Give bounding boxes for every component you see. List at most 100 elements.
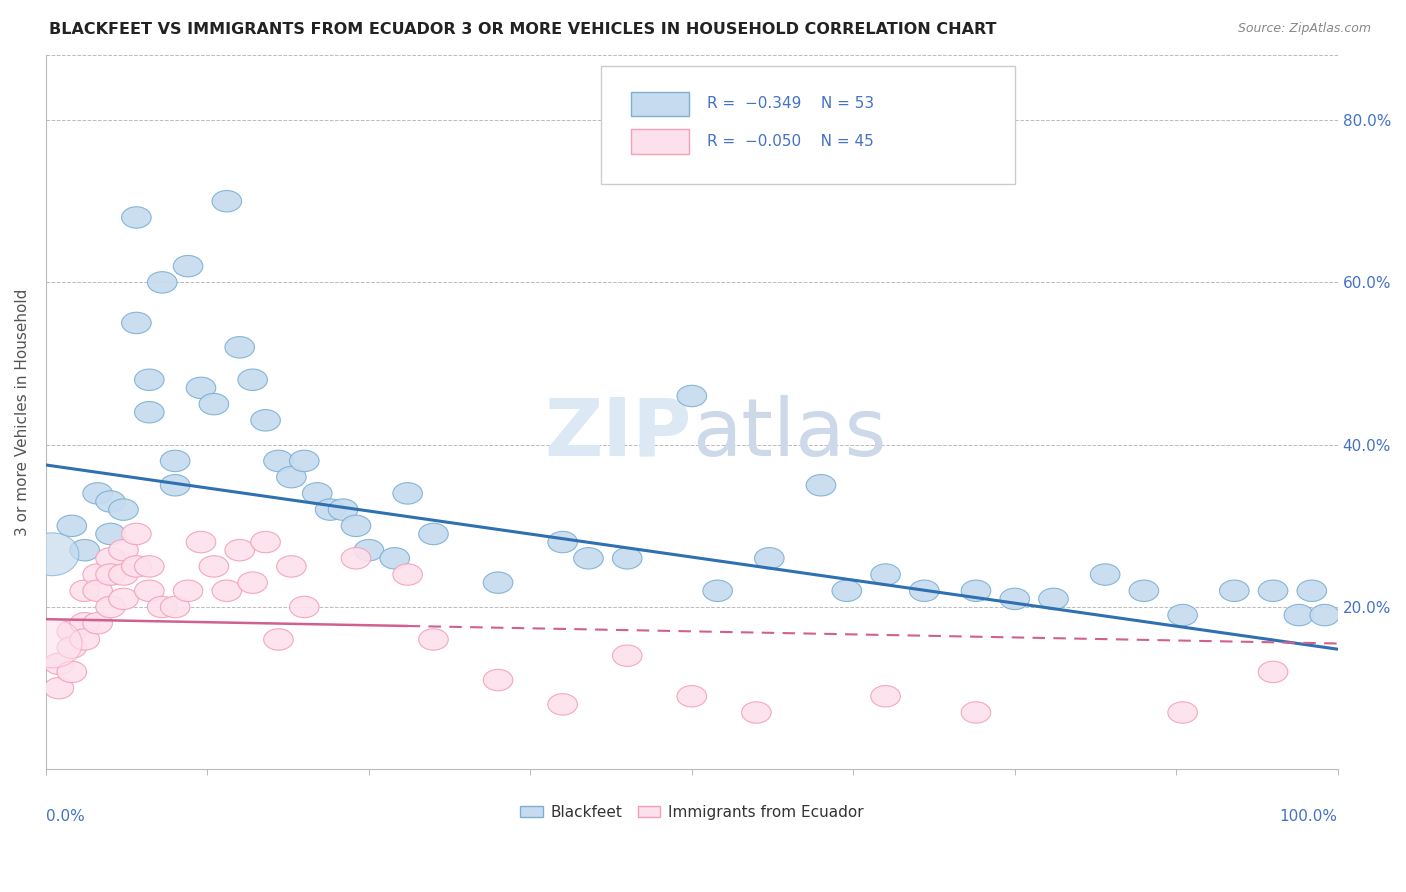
Ellipse shape [121,556,152,577]
Ellipse shape [755,548,785,569]
Ellipse shape [70,613,100,634]
Ellipse shape [574,548,603,569]
Ellipse shape [1258,661,1288,682]
Ellipse shape [96,596,125,617]
Ellipse shape [148,272,177,293]
Ellipse shape [1000,588,1029,609]
Ellipse shape [44,677,73,698]
Ellipse shape [678,686,707,707]
Ellipse shape [910,580,939,601]
Ellipse shape [121,312,152,334]
Ellipse shape [160,596,190,617]
Text: R =  −0.050    N = 45: R = −0.050 N = 45 [707,134,875,149]
Ellipse shape [70,580,100,601]
Ellipse shape [962,580,991,601]
Ellipse shape [70,629,100,650]
Ellipse shape [870,564,900,585]
Ellipse shape [58,621,87,642]
Ellipse shape [328,499,359,520]
Y-axis label: 3 or more Vehicles in Household: 3 or more Vehicles in Household [15,288,30,536]
Ellipse shape [160,450,190,472]
FancyBboxPatch shape [602,66,1015,184]
Ellipse shape [392,483,422,504]
Ellipse shape [108,588,138,609]
Ellipse shape [342,515,371,537]
Ellipse shape [148,596,177,617]
Ellipse shape [135,580,165,601]
Ellipse shape [264,629,294,650]
Ellipse shape [302,483,332,504]
Ellipse shape [1258,580,1288,601]
Ellipse shape [96,491,125,512]
Ellipse shape [70,540,100,561]
Ellipse shape [1090,564,1121,585]
Ellipse shape [83,564,112,585]
Ellipse shape [290,450,319,472]
Ellipse shape [1129,580,1159,601]
Ellipse shape [186,377,215,399]
Ellipse shape [108,564,138,585]
Ellipse shape [548,694,578,715]
Ellipse shape [225,540,254,561]
Ellipse shape [83,483,112,504]
Ellipse shape [58,637,87,658]
Ellipse shape [212,191,242,212]
Ellipse shape [1284,605,1313,626]
Ellipse shape [380,548,409,569]
Ellipse shape [1310,605,1340,626]
Ellipse shape [238,369,267,391]
Ellipse shape [173,255,202,277]
Text: BLACKFEET VS IMMIGRANTS FROM ECUADOR 3 OR MORE VEHICLES IN HOUSEHOLD CORRELATION: BLACKFEET VS IMMIGRANTS FROM ECUADOR 3 O… [49,22,997,37]
Ellipse shape [315,499,344,520]
FancyBboxPatch shape [631,129,689,153]
Ellipse shape [121,207,152,228]
Ellipse shape [962,702,991,723]
Ellipse shape [1168,605,1198,626]
Ellipse shape [225,336,254,358]
Ellipse shape [96,564,125,585]
Ellipse shape [58,515,87,537]
Ellipse shape [135,369,165,391]
Ellipse shape [806,475,835,496]
Ellipse shape [135,556,165,577]
Ellipse shape [277,556,307,577]
Ellipse shape [678,385,707,407]
Text: atlas: atlas [692,394,886,473]
Ellipse shape [200,393,229,415]
Ellipse shape [870,686,900,707]
Text: 0.0%: 0.0% [46,808,84,823]
Ellipse shape [354,540,384,561]
Ellipse shape [200,556,229,577]
Ellipse shape [277,467,307,488]
Ellipse shape [160,475,190,496]
Ellipse shape [186,532,215,553]
Ellipse shape [44,653,73,674]
Ellipse shape [832,580,862,601]
Ellipse shape [96,548,125,569]
Text: ZIP: ZIP [544,394,692,473]
Ellipse shape [703,580,733,601]
Ellipse shape [25,533,79,575]
Ellipse shape [1168,702,1198,723]
Ellipse shape [264,450,294,472]
Ellipse shape [121,524,152,545]
Ellipse shape [83,580,112,601]
Ellipse shape [1039,588,1069,609]
Text: Source: ZipAtlas.com: Source: ZipAtlas.com [1237,22,1371,36]
Ellipse shape [135,401,165,423]
Ellipse shape [342,548,371,569]
Ellipse shape [741,702,770,723]
Ellipse shape [96,524,125,545]
Ellipse shape [212,580,242,601]
Ellipse shape [250,532,280,553]
Text: R =  −0.349    N = 53: R = −0.349 N = 53 [707,96,875,112]
Ellipse shape [58,661,87,682]
Ellipse shape [1219,580,1249,601]
Ellipse shape [484,572,513,593]
Ellipse shape [613,645,643,666]
Ellipse shape [484,669,513,690]
Ellipse shape [419,629,449,650]
Ellipse shape [419,524,449,545]
Ellipse shape [613,548,643,569]
Ellipse shape [83,613,112,634]
